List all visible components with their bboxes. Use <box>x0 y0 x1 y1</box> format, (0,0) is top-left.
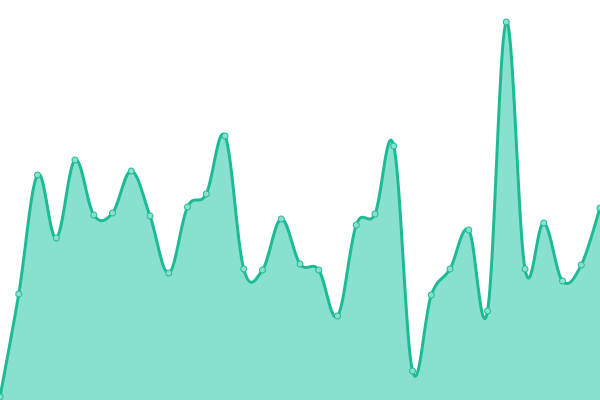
data-point-11 <box>202 190 210 198</box>
data-point-17 <box>315 266 323 274</box>
data-point-7 <box>127 167 135 175</box>
data-point-16 <box>296 260 304 268</box>
data-point-20 <box>371 210 379 218</box>
data-point-28 <box>521 265 529 273</box>
data-point-32 <box>596 204 600 212</box>
data-point-9 <box>165 269 173 277</box>
data-point-24 <box>446 265 454 273</box>
data-point-1 <box>15 290 23 298</box>
data-point-8 <box>146 212 154 220</box>
data-point-27 <box>502 18 510 26</box>
data-point-3 <box>52 234 60 242</box>
data-point-19 <box>352 221 360 229</box>
data-point-15 <box>277 215 285 223</box>
data-point-29 <box>540 219 548 227</box>
data-point-4 <box>71 156 79 164</box>
data-point-26 <box>484 307 491 315</box>
data-point-0 <box>0 393 4 400</box>
data-points <box>0 18 600 400</box>
data-point-6 <box>109 209 116 217</box>
data-point-30 <box>559 277 566 285</box>
data-point-5 <box>90 211 98 219</box>
data-point-31 <box>577 261 585 269</box>
data-point-14 <box>259 266 266 274</box>
data-point-13 <box>240 265 248 273</box>
data-point-23 <box>427 291 435 299</box>
data-point-12 <box>221 132 229 140</box>
data-point-25 <box>465 226 473 234</box>
series-area <box>0 21 600 400</box>
data-point-18 <box>334 312 341 320</box>
data-point-2 <box>34 171 41 179</box>
data-point-10 <box>184 203 191 211</box>
data-point-21 <box>390 142 398 150</box>
data-point-22 <box>409 367 416 375</box>
